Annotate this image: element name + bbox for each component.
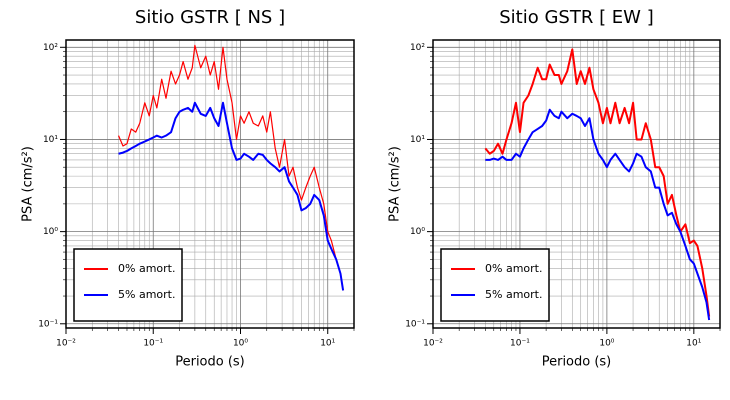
x-tick-label: 10⁻¹ [510,339,530,349]
legend-label: 0% amort. [485,262,542,275]
data-line [484,48,711,317]
y-tick-label: 10¹ [410,135,425,145]
legend-label: 5% amort. [485,288,542,301]
data-line [485,108,711,321]
y-tick-label: 10⁰ [43,227,58,237]
y-tick-label: 10² [43,43,58,53]
y-tick-label: 10⁰ [410,227,425,237]
plot-frame [65,39,355,329]
x-axis-label: Periodo (s) [175,355,245,370]
y-tick-label: 10⁻¹ [405,319,425,329]
x-tick-label: 10¹ [686,339,701,349]
x-tick-label: 10¹ [320,339,335,349]
legend-label: 5% amort. [118,288,175,301]
legend-label: 0% amort. [118,262,175,275]
x-axis-label: Periodo (s) [542,355,612,370]
legend-box [440,248,550,322]
y-axis-label: PSA (cm/s²) [388,146,403,222]
y-axis-label: PSA (cm/s²) [21,146,36,222]
x-tick-label: 10⁻² [423,339,443,349]
chart-title: Sitio GSTR [ NS ] [135,7,285,28]
data-line [117,44,344,291]
x-tick-label: 10⁻¹ [143,339,163,349]
y-tick-label: 10⁻¹ [38,319,58,329]
data-line [118,101,345,291]
y-tick-label: 10¹ [43,135,58,145]
legend-box [73,248,183,322]
x-tick-label: 10⁰ [233,339,248,349]
chart-title: Sitio GSTR [ EW ] [499,7,653,28]
x-tick-label: 10⁻² [56,339,76,349]
y-tick-label: 10² [410,43,425,53]
x-tick-label: 10⁰ [599,339,614,349]
plot-frame [432,39,721,329]
